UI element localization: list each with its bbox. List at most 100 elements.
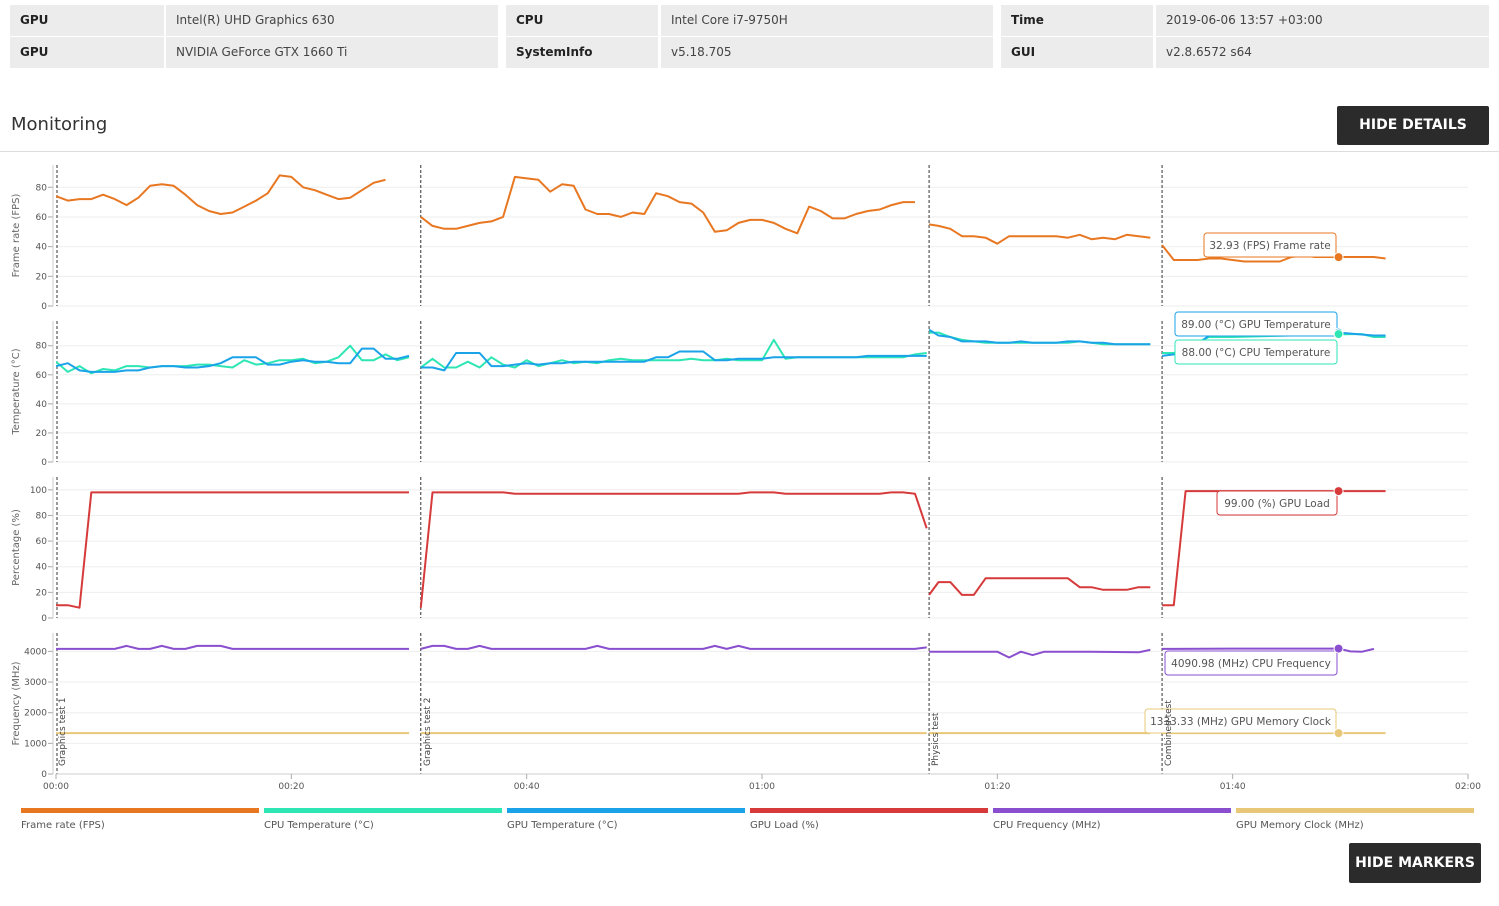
info-value: 2019-06-06 13:57 +03:00 bbox=[1156, 5, 1489, 36]
legend-label: GPU Temperature (°C) bbox=[507, 820, 618, 831]
tooltip-text: 88.00 (°C) CPU Temperature bbox=[1182, 347, 1331, 359]
marker-label: Physics test bbox=[931, 712, 941, 766]
series-line bbox=[420, 644, 927, 650]
y-tick-label: 20 bbox=[36, 429, 48, 439]
tooltip-text: 32.93 (FPS) Frame rate bbox=[1209, 240, 1330, 252]
legend-label: GPU Load (%) bbox=[750, 820, 819, 831]
tooltip-box bbox=[1164, 650, 1338, 676]
info-value: v5.18.705 bbox=[661, 37, 993, 68]
series-line bbox=[56, 644, 409, 650]
cursor-dot bbox=[1333, 643, 1344, 654]
info-label: CPU bbox=[506, 5, 658, 36]
legend-item[interactable]: Frame rate (FPS) bbox=[21, 808, 259, 831]
tooltip-box bbox=[1174, 339, 1338, 365]
y-tick-label: 4000 bbox=[24, 647, 47, 657]
series-line bbox=[928, 223, 1151, 245]
y-tick-label: 20 bbox=[36, 272, 48, 282]
series-line bbox=[1161, 244, 1386, 263]
series-line bbox=[929, 648, 1151, 659]
x-tick-label: 02:00 bbox=[1455, 782, 1481, 792]
y-tick-label: 60 bbox=[36, 213, 48, 223]
series-line bbox=[56, 491, 409, 609]
y-tick-label: 60 bbox=[36, 537, 48, 547]
marker-label: Graphics test 2 bbox=[423, 698, 433, 766]
info-label: GPU bbox=[10, 37, 164, 68]
y-tick-label: 100 bbox=[30, 486, 47, 496]
x-tick-label: 01:20 bbox=[984, 782, 1010, 792]
hide-details-button[interactable]: HIDE DETAILS bbox=[1337, 106, 1489, 145]
y-tick-label: 80 bbox=[36, 183, 48, 193]
legend-label: Frame rate (FPS) bbox=[21, 820, 105, 831]
y-tick-label: 20 bbox=[36, 588, 48, 598]
y-axis-label: Frame rate (FPS) bbox=[11, 194, 22, 278]
x-tick-label: 00:20 bbox=[278, 782, 304, 792]
info-label: GUI bbox=[1001, 37, 1153, 68]
x-tick-label: 00:40 bbox=[514, 782, 540, 792]
cursor-dot bbox=[1333, 329, 1344, 340]
series-line bbox=[419, 491, 928, 608]
y-tick-label: 80 bbox=[36, 511, 48, 521]
y-tick-label: 2000 bbox=[24, 709, 47, 719]
y-axis-label: Temperature (°C) bbox=[11, 348, 22, 435]
info-value: Intel Core i7-9750H bbox=[661, 5, 993, 36]
y-tick-label: 60 bbox=[36, 371, 48, 381]
legend-label: CPU Frequency (MHz) bbox=[993, 820, 1101, 831]
legend-swatch bbox=[21, 808, 259, 813]
y-tick-label: 0 bbox=[41, 614, 47, 624]
info-value: NVIDIA GeForce GTX 1660 Ti bbox=[166, 37, 498, 68]
tooltip-text: 99.00 (%) GPU Load bbox=[1224, 498, 1330, 510]
info-value: Intel(R) UHD Graphics 630 bbox=[166, 5, 498, 36]
legend-item[interactable]: GPU Load (%) bbox=[750, 808, 988, 831]
tooltip-text: 1333.33 (MHz) GPU Memory Clock bbox=[1150, 716, 1332, 728]
y-tick-label: 0 bbox=[41, 458, 47, 468]
cursor-dot bbox=[1333, 486, 1344, 497]
tooltip-box bbox=[1216, 490, 1338, 516]
x-tick-label: 01:40 bbox=[1220, 782, 1246, 792]
section-title: Monitoring bbox=[11, 114, 108, 135]
marker-label: Combined test bbox=[1164, 700, 1174, 766]
series-line bbox=[56, 174, 386, 215]
legend-label: CPU Temperature (°C) bbox=[264, 820, 374, 831]
series-line bbox=[56, 344, 410, 375]
y-axis-label: Frequency (MHz) bbox=[11, 661, 22, 745]
marker-label: Graphics test 1 bbox=[58, 698, 68, 766]
y-tick-label: 0 bbox=[41, 302, 47, 312]
legend-swatch bbox=[1236, 808, 1474, 813]
y-tick-label: 40 bbox=[36, 563, 48, 573]
info-value: v2.8.6572 s64 bbox=[1156, 37, 1489, 68]
series-line bbox=[928, 328, 1151, 346]
y-tick-label: 1000 bbox=[24, 739, 47, 749]
legend-item[interactable]: CPU Frequency (MHz) bbox=[993, 808, 1231, 831]
series-line bbox=[928, 577, 1151, 596]
y-tick-label: 3000 bbox=[24, 678, 47, 688]
y-tick-label: 40 bbox=[36, 243, 48, 253]
x-tick-label: 00:00 bbox=[43, 782, 69, 792]
legend-swatch bbox=[264, 808, 502, 813]
series-line bbox=[420, 350, 927, 372]
hide-markers-button[interactable]: HIDE MARKERS bbox=[1349, 843, 1481, 883]
y-tick-label: 0 bbox=[41, 770, 47, 780]
tooltip-text: 89.00 (°C) GPU Temperature bbox=[1181, 319, 1331, 331]
series-line bbox=[420, 175, 915, 235]
y-axis-label: Percentage (%) bbox=[11, 509, 22, 586]
legend-item[interactable]: GPU Memory Clock (MHz) bbox=[1236, 808, 1474, 831]
info-label: Time bbox=[1001, 5, 1153, 36]
cursor-dot bbox=[1333, 728, 1344, 739]
y-tick-label: 40 bbox=[36, 400, 48, 410]
tooltip-box bbox=[1144, 708, 1337, 734]
x-tick-label: 01:00 bbox=[749, 782, 775, 792]
tooltip-box bbox=[1174, 311, 1338, 337]
system-info-table: GPU Intel(R) UHD Graphics 630 CPU Intel … bbox=[10, 5, 1489, 69]
series-line bbox=[1162, 490, 1386, 607]
y-tick-label: 80 bbox=[36, 342, 48, 352]
info-label: GPU bbox=[10, 5, 164, 36]
divider bbox=[0, 151, 1499, 152]
legend-swatch bbox=[507, 808, 745, 813]
monitoring-chart[interactable]: 0 20 40 60 80 Frame rate (FPS) 32.93 (FPS) Fra… bbox=[0, 0, 1499, 800]
info-label: SystemInfo bbox=[506, 37, 658, 68]
legend-item[interactable]: CPU Temperature (°C) bbox=[264, 808, 502, 831]
tooltip-box bbox=[1203, 232, 1337, 258]
legend-swatch bbox=[750, 808, 988, 813]
legend-label: GPU Memory Clock (MHz) bbox=[1236, 820, 1364, 831]
legend-item[interactable]: GPU Temperature (°C) bbox=[507, 808, 745, 831]
